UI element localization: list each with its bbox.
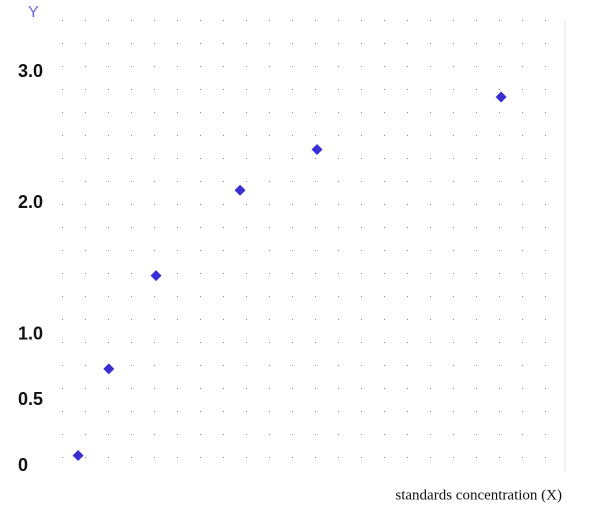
- point: [103, 363, 115, 375]
- point: [150, 270, 162, 282]
- y-tick-label: 0.5: [18, 389, 43, 409]
- x-axis-label: standards concentration (X): [395, 487, 562, 503]
- point: [234, 184, 246, 196]
- dotted-grid: [62, 20, 565, 472]
- point: [72, 449, 84, 461]
- point: [495, 91, 507, 103]
- y-tick-label: 1.0: [18, 323, 43, 343]
- y-axis-label: Y: [28, 4, 39, 21]
- point: [311, 143, 323, 155]
- y-tick-label: 0: [18, 455, 28, 475]
- y-tick-label: 3.0: [18, 61, 43, 81]
- y-tick-label: 2.0: [18, 192, 43, 212]
